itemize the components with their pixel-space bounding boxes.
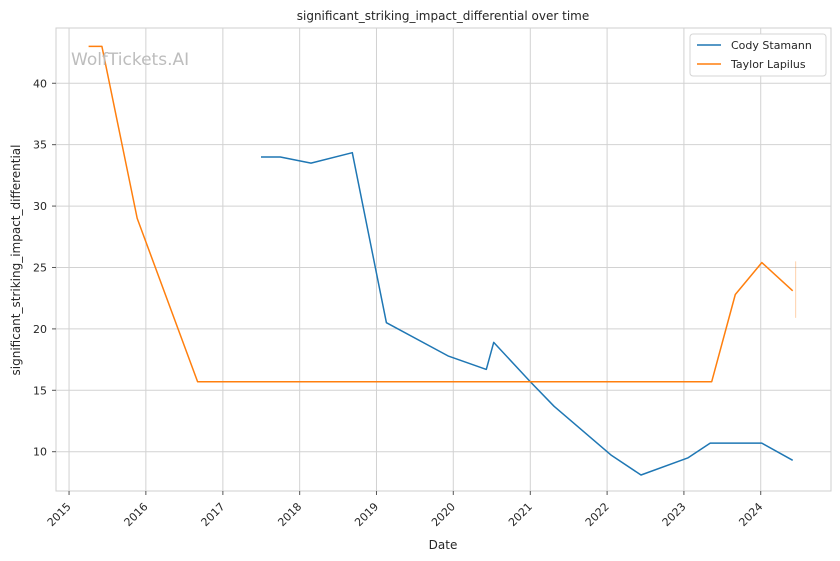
x-tick-label: 2018 bbox=[275, 500, 304, 529]
x-tick-label: 2019 bbox=[352, 500, 381, 529]
y-tick-label: 25 bbox=[33, 261, 47, 274]
y-axis-label: significant_striking_impact_differential bbox=[9, 145, 23, 376]
y-tick-label: 30 bbox=[33, 200, 47, 213]
grid bbox=[56, 28, 831, 491]
series-line-taylor-lapilus bbox=[88, 45, 794, 383]
x-tick-label: 2022 bbox=[583, 500, 612, 529]
legend-box bbox=[689, 33, 827, 77]
legend-label-taylor-lapilus: Taylor Lapilus bbox=[730, 58, 806, 71]
x-tick-label: 2023 bbox=[660, 500, 689, 529]
y-tick-label: 15 bbox=[33, 384, 47, 397]
x-tick-label: 2015 bbox=[45, 500, 74, 529]
y-tick-label: 10 bbox=[33, 446, 47, 459]
x-tick-label: 2021 bbox=[506, 500, 535, 529]
x-tick-label: 2016 bbox=[122, 500, 151, 529]
x-tick-label: 2020 bbox=[429, 500, 458, 529]
series-line-cody-stamann bbox=[261, 151, 794, 476]
x-axis-label: Date bbox=[429, 538, 458, 552]
y-tick-label: 35 bbox=[33, 139, 47, 152]
plot-area bbox=[55, 27, 832, 492]
x-tick-label: 2024 bbox=[736, 500, 765, 529]
legend-label-cody-stamann: Cody Stamann bbox=[731, 39, 812, 52]
x-tick-label: 2017 bbox=[199, 500, 228, 529]
series-layer bbox=[88, 45, 797, 476]
y-tick-label: 20 bbox=[33, 323, 47, 336]
legend: Cody Stamann Taylor Lapilus bbox=[689, 33, 827, 77]
y-tick-label: 40 bbox=[33, 77, 47, 90]
watermark: WolfTickets.AI bbox=[71, 50, 189, 70]
chart-title: significant_striking_impact_differential… bbox=[297, 9, 589, 23]
